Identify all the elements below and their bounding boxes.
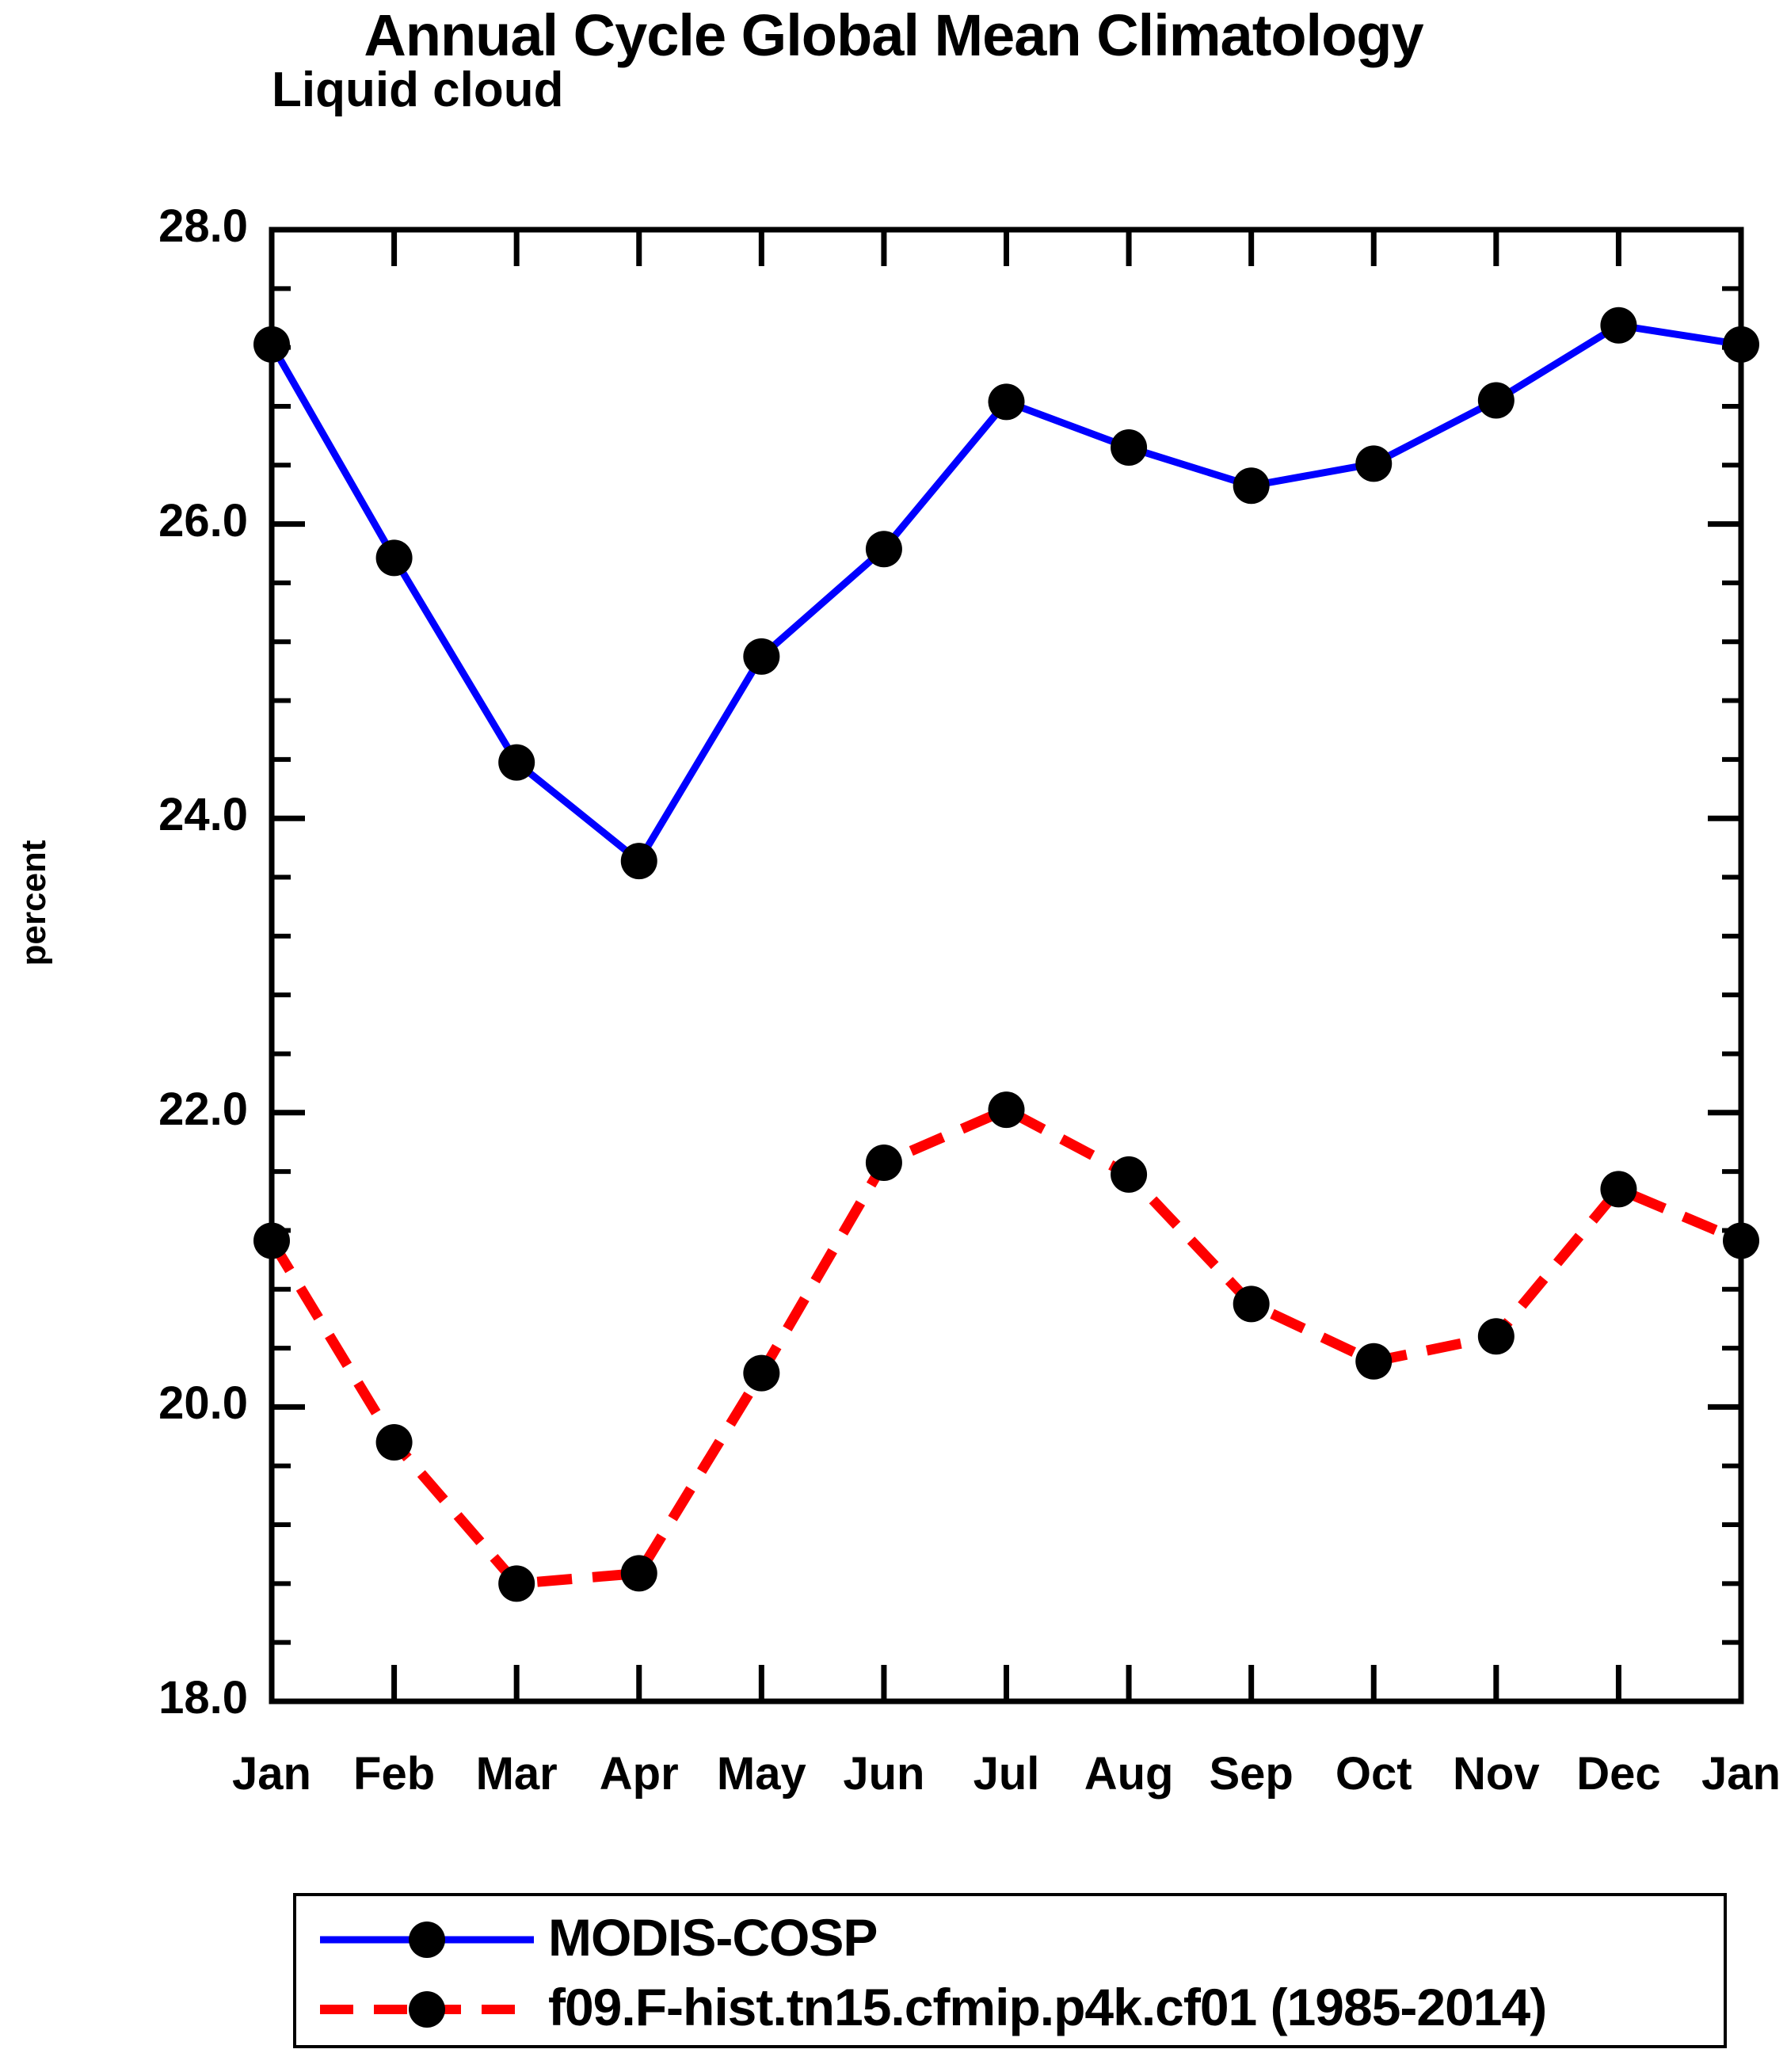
x-tick-label: Aug bbox=[1084, 1748, 1174, 1800]
data-point bbox=[988, 383, 1025, 421]
x-tick-label: Oct bbox=[1335, 1748, 1412, 1800]
data-point bbox=[865, 531, 902, 568]
legend-entry-0[interactable]: MODIS-COSP bbox=[296, 1904, 1724, 1975]
x-tick-label: Jul bbox=[973, 1748, 1040, 1800]
data-point bbox=[498, 1565, 535, 1602]
data-point bbox=[865, 1144, 902, 1181]
legend-sample-line-1 bbox=[320, 1991, 534, 2028]
data-point bbox=[1600, 1171, 1637, 1208]
chart-title: Annual Cycle Global Mean Climatology bbox=[364, 2, 1423, 68]
data-point bbox=[620, 843, 657, 880]
plot-frame bbox=[269, 227, 1744, 1704]
data-point bbox=[375, 539, 413, 577]
x-tick-label: Dec bbox=[1576, 1748, 1661, 1800]
legend-entry-1[interactable]: f09.F-hist.tn15.cfmip.p4k.cf01 (1985-201… bbox=[296, 1974, 1724, 2045]
x-tick-label: Jun bbox=[843, 1748, 925, 1800]
data-point bbox=[1355, 1343, 1393, 1380]
x-tick-label: Apr bbox=[599, 1748, 679, 1800]
legend-label-1: f09.F-hist.tn15.cfmip.p4k.cf01 (1985-201… bbox=[548, 1978, 1547, 2036]
chart-subtitle: Liquid cloud bbox=[272, 63, 564, 117]
data-point bbox=[253, 326, 290, 363]
series-line-1 bbox=[267, 1103, 1743, 1590]
data-point bbox=[1355, 445, 1393, 482]
data-point bbox=[620, 1555, 657, 1592]
data-point bbox=[1111, 1156, 1148, 1193]
data-point bbox=[1233, 1285, 1270, 1323]
x-tick-label: Jan bbox=[232, 1748, 311, 1800]
y-tick-label: 28.0 bbox=[158, 200, 248, 252]
y-tick-label: 24.0 bbox=[158, 789, 248, 841]
y-tick-label: 22.0 bbox=[158, 1083, 248, 1135]
data-series-group bbox=[253, 307, 1759, 1602]
data-point bbox=[498, 744, 535, 781]
chart-legend: MODIS-COSP f09.F-hist.tn15.cfmip.p4k.cf0… bbox=[293, 1893, 1727, 2048]
data-point bbox=[375, 1423, 413, 1461]
y-tick-label: 20.0 bbox=[158, 1377, 248, 1430]
x-tick-label: Jan bbox=[1701, 1748, 1781, 1800]
data-point bbox=[253, 1222, 290, 1259]
data-point bbox=[1477, 1318, 1515, 1355]
data-point bbox=[1723, 326, 1759, 363]
legend-sample-line-0 bbox=[320, 1922, 534, 1958]
y-tick-label: 26.0 bbox=[158, 494, 248, 547]
data-point bbox=[988, 1091, 1025, 1129]
data-point bbox=[1477, 382, 1515, 419]
y-tick-label: 18.0 bbox=[158, 1672, 248, 1723]
x-tick-label: Nov bbox=[1453, 1748, 1540, 1800]
x-tick-label: May bbox=[716, 1748, 806, 1800]
data-point bbox=[743, 1354, 780, 1392]
x-tick-label: Sep bbox=[1209, 1748, 1294, 1800]
legend-label-0: MODIS-COSP bbox=[548, 1908, 878, 1967]
data-point bbox=[1233, 467, 1270, 505]
axes-frame bbox=[269, 227, 1744, 1704]
x-tick-label: Feb bbox=[353, 1748, 436, 1800]
data-point bbox=[1723, 1222, 1759, 1259]
x-tick-label: Mar bbox=[475, 1748, 558, 1800]
data-point bbox=[743, 638, 780, 675]
data-point bbox=[1600, 307, 1637, 344]
data-point bbox=[1111, 428, 1148, 466]
